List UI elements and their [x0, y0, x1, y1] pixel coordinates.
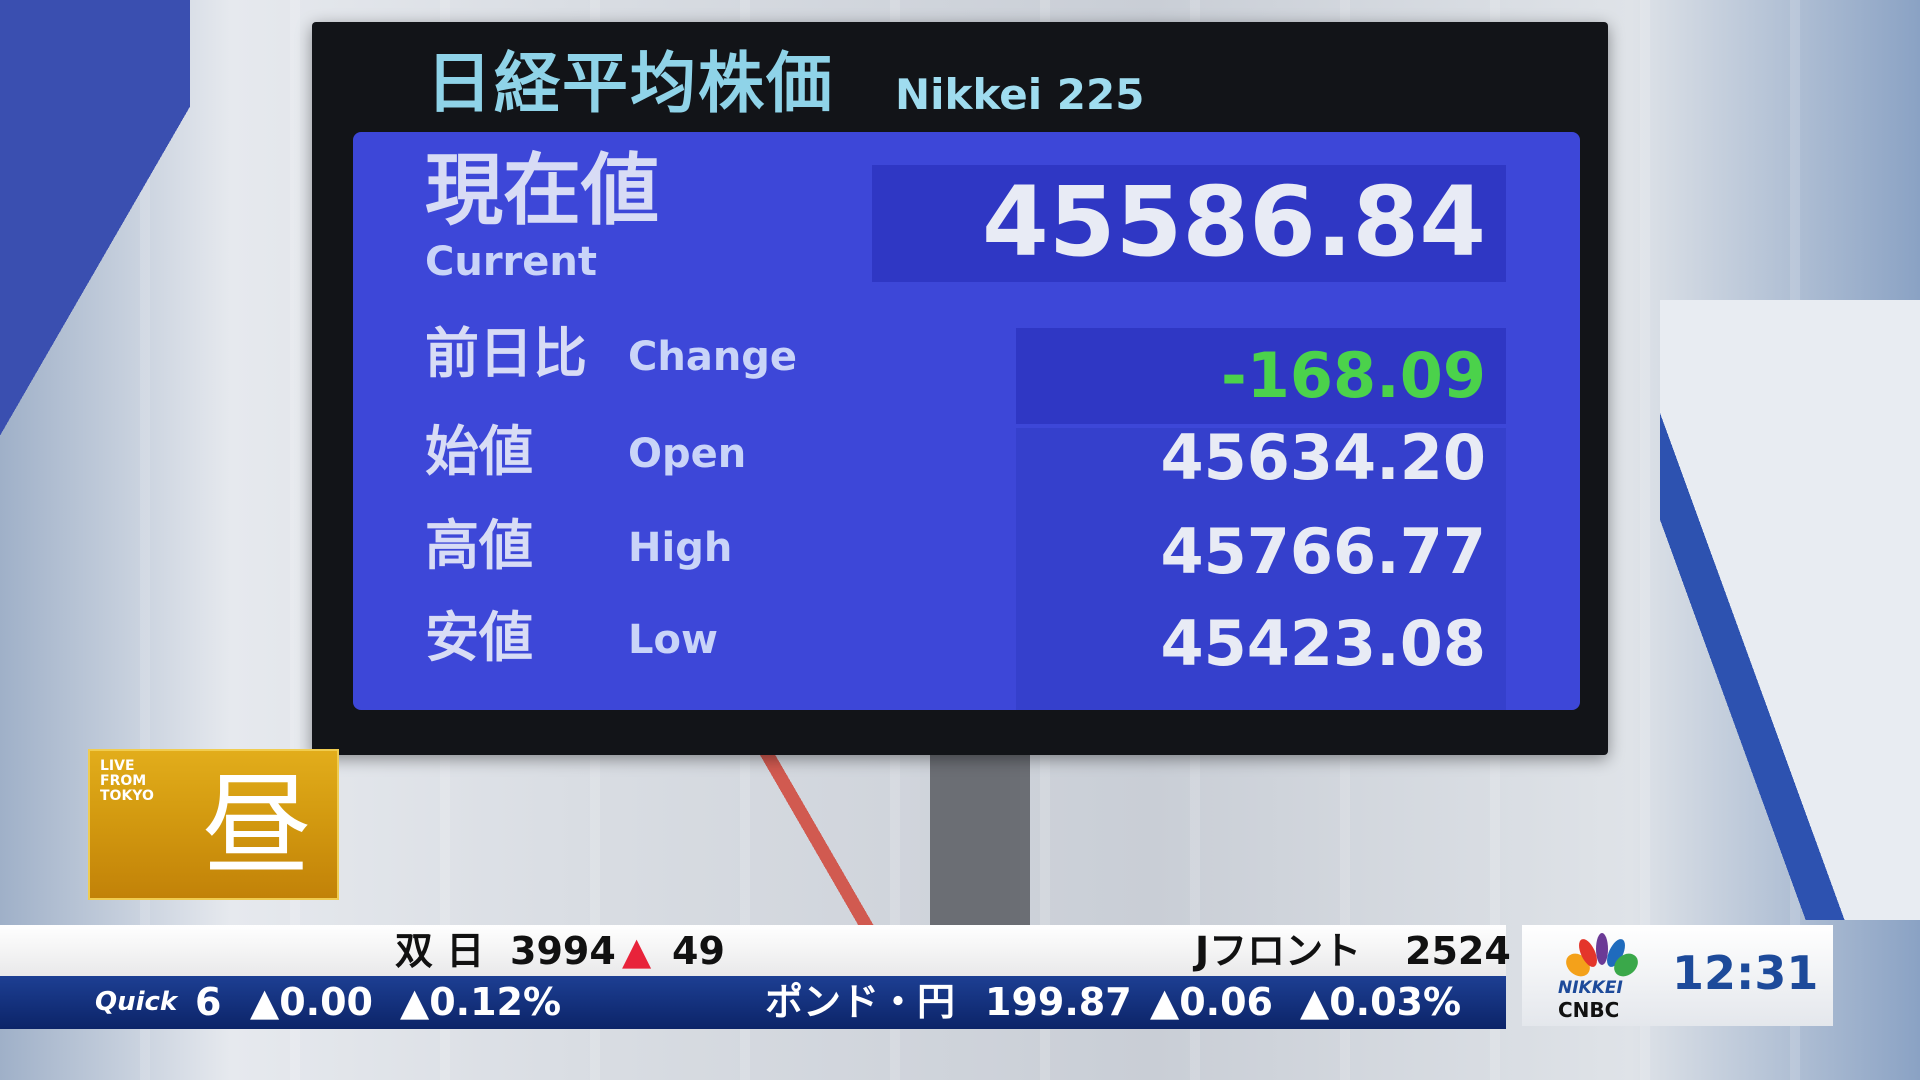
- ticker-price: 6: [195, 980, 222, 1024]
- ohl-value-box: [1016, 428, 1506, 710]
- current-value: 45586.84: [981, 166, 1486, 278]
- live-from-tokyo-text: LIVE FROM TOKYO: [100, 758, 154, 804]
- studio-accent-red: [760, 755, 880, 925]
- ticker-stock-price: 3994: [510, 929, 616, 973]
- change-value: -168.09: [1221, 339, 1486, 412]
- board-title-jp: 日経平均株価: [426, 45, 834, 122]
- ticker-pct: ▲0.03%: [1300, 980, 1462, 1024]
- ticker-name: ポンド・円: [765, 980, 956, 1024]
- ticker-stock-price: 2524: [1405, 929, 1511, 973]
- quick-source-logo: Quick: [95, 987, 178, 1017]
- open-label-en: Open: [628, 431, 747, 477]
- ticker-change: ▲0.00: [250, 980, 373, 1024]
- low-label-jp: 安値: [425, 606, 533, 669]
- current-value-box: 45586.84: [872, 165, 1506, 282]
- live-from-tokyo-badge: LIVE FROM TOKYO 昼: [88, 749, 339, 900]
- program-kanji: 昼: [202, 762, 312, 890]
- ticker-stock-name: 双 日: [395, 929, 485, 973]
- ticker-stock-name: Jフロント: [1195, 929, 1362, 973]
- studio-accent-blue-right: [1660, 300, 1920, 920]
- board-title-en: Nikkei 225: [895, 70, 1145, 119]
- high-label-jp: 高値: [425, 514, 533, 577]
- ticker-up-arrow-icon: ▲: [622, 929, 652, 973]
- low-value: 45423.08: [1160, 607, 1486, 680]
- ticker-change: ▲0.06: [1150, 980, 1273, 1024]
- studio-accent-blue-left: [0, 0, 190, 760]
- change-value-box: -168.09: [1016, 328, 1506, 424]
- nikkei-cnbc-logo-box: NIKKEI CNBC 12:31: [1522, 925, 1833, 1026]
- open-label-jp: 始値: [425, 420, 533, 483]
- low-label-en: Low: [628, 617, 718, 663]
- current-label-en: Current: [425, 239, 598, 285]
- monitor-stand: [930, 755, 1030, 925]
- quote-panel: 現在値 Current 45586.84 前日比 Change -168.09 …: [353, 132, 1580, 710]
- logo-nikkei-text: NIKKEI: [1558, 978, 1623, 998]
- market-ticker-bottom: Quick 6 ▲0.00 ▲0.12% ポンド・円 199.87 ▲0.06 …: [0, 976, 1506, 1029]
- current-label-jp: 現在値: [425, 146, 660, 236]
- nikkei-display-monitor: 日経平均株価 Nikkei 225 現在値 Current 45586.84 前…: [312, 22, 1608, 755]
- high-label-en: High: [628, 525, 733, 571]
- broadcast-clock: 12:31: [1672, 946, 1819, 1000]
- open-value: 45634.20: [1160, 421, 1486, 494]
- ticker-stock-change: 49: [672, 929, 725, 973]
- change-label-en: Change: [628, 334, 798, 380]
- stock-ticker-top: 双 日 3994 ▲ 49 Jフロント 2524: [0, 925, 1511, 976]
- high-value: 45766.77: [1160, 515, 1486, 588]
- peacock-icon: [1566, 933, 1638, 977]
- ticker-pct: ▲0.12%: [400, 980, 562, 1024]
- logo-cnbc-text: CNBC: [1558, 998, 1620, 1022]
- ticker-price: 199.87: [985, 980, 1132, 1024]
- change-label-jp: 前日比: [425, 322, 587, 385]
